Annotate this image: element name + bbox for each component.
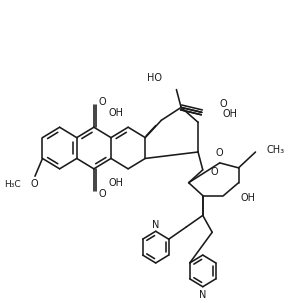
Text: O: O: [216, 148, 223, 158]
Text: OH: OH: [223, 109, 238, 119]
Text: O: O: [210, 167, 218, 177]
Text: OH: OH: [240, 193, 255, 203]
Text: HO: HO: [147, 73, 162, 83]
Text: O: O: [98, 188, 106, 198]
Text: H₃C: H₃C: [4, 180, 21, 189]
Text: N: N: [199, 290, 206, 300]
Text: OH: OH: [108, 108, 124, 118]
Text: N: N: [152, 220, 159, 230]
Text: O: O: [220, 99, 227, 109]
Text: O: O: [30, 179, 38, 189]
Text: O: O: [98, 98, 106, 108]
Text: CH₃: CH₃: [267, 145, 285, 155]
Text: OH: OH: [108, 178, 124, 188]
